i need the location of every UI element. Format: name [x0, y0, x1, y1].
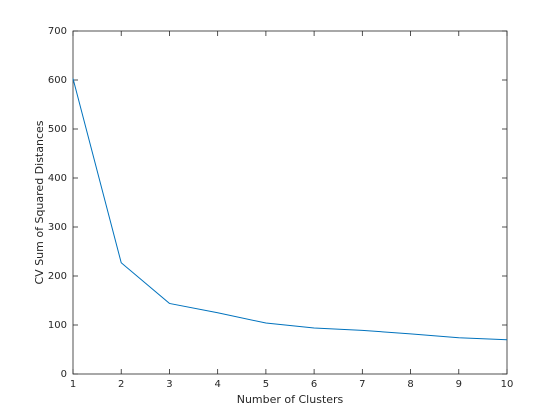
axes-box: [72, 30, 508, 375]
y-tick-label: 200: [48, 271, 67, 282]
x-tick-label: 2: [118, 379, 124, 390]
x-tick-label: 3: [166, 379, 172, 390]
x-tick-label: 10: [501, 379, 514, 390]
x-tick-label: 9: [456, 379, 462, 390]
y-axis-label: CV Sum of Squared Distances: [33, 120, 46, 284]
x-tick-label: 5: [263, 379, 269, 390]
x-tick-label: 4: [214, 379, 220, 390]
x-tick-label: 8: [407, 379, 413, 390]
y-tick-label: 500: [48, 124, 67, 135]
y-tick-label: 700: [48, 26, 67, 37]
x-axis-label: Number of Clusters: [237, 393, 344, 406]
x-tick-label: 1: [70, 379, 76, 390]
y-tick-label: 400: [48, 173, 67, 184]
y-tick-label: 0: [61, 369, 67, 380]
y-tick-label: 300: [48, 222, 67, 233]
y-tick-label: 100: [48, 320, 67, 331]
x-tick-label: 7: [359, 379, 365, 390]
data-line: [72, 78, 508, 341]
y-tick-label: 600: [48, 75, 67, 86]
x-tick-label: 6: [311, 379, 317, 390]
